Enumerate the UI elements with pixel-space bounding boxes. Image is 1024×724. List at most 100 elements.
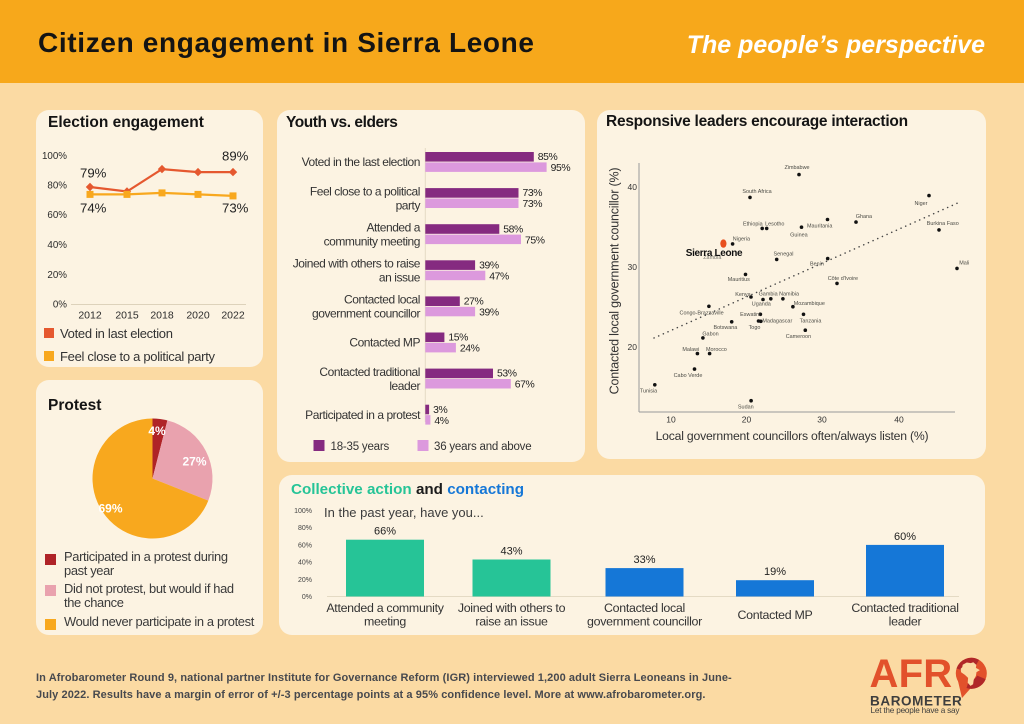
svg-text:Contacted local: Contacted local (604, 601, 685, 615)
svg-text:40: 40 (628, 182, 638, 192)
svg-text:85%: 85% (538, 152, 558, 163)
svg-text:40: 40 (894, 415, 904, 425)
svg-text:meeting: meeting (364, 615, 406, 629)
svg-text:36 years and above: 36 years and above (434, 441, 531, 453)
svg-text:Togo: Togo (749, 325, 761, 331)
svg-text:2022: 2022 (221, 310, 245, 322)
svg-text:60%: 60% (298, 542, 312, 549)
svg-text:0%: 0% (53, 300, 67, 311)
svg-text:Cameroon: Cameroon (786, 334, 811, 340)
svg-text:75%: 75% (525, 235, 545, 246)
svg-text:3%: 3% (433, 405, 447, 416)
svg-text:Contacted local: Contacted local (344, 293, 420, 307)
svg-text:69%: 69% (98, 502, 122, 516)
svg-text:27%: 27% (464, 297, 484, 308)
svg-text:Côte d'Ivoire: Côte d'Ivoire (828, 276, 858, 282)
svg-text:Participated in a protest: Participated in a protest (305, 408, 421, 422)
svg-text:33%: 33% (633, 554, 655, 566)
svg-text:40%: 40% (47, 240, 67, 251)
svg-text:47%: 47% (489, 271, 509, 282)
svg-text:Burkina Faso: Burkina Faso (927, 221, 959, 227)
svg-text:Kenya: Kenya (735, 292, 751, 298)
svg-text:2012: 2012 (78, 310, 102, 322)
svg-text:79%: 79% (80, 166, 107, 181)
svg-text:Voted in the last election: Voted in the last election (302, 155, 420, 169)
svg-text:Ghana: Ghana (856, 214, 873, 220)
svg-text:20%: 20% (47, 270, 67, 281)
svg-text:Attended a community: Attended a community (326, 601, 444, 615)
svg-text:BAROMETER: BAROMETER (870, 694, 962, 709)
svg-text:Namibia: Namibia (779, 291, 800, 297)
svg-text:100%: 100% (294, 508, 312, 515)
svg-text:40%: 40% (298, 560, 312, 567)
svg-text:Gabon: Gabon (702, 332, 718, 338)
svg-text:80%: 80% (298, 525, 312, 532)
svg-text:Guinea: Guinea (790, 232, 809, 238)
svg-text:58%: 58% (503, 224, 523, 235)
svg-text:Lesotho: Lesotho (765, 221, 784, 227)
svg-text:Let the people have a say: Let the people have a say (871, 706, 961, 715)
svg-text:Nigeria: Nigeria (733, 237, 751, 243)
svg-text:89%: 89% (222, 149, 249, 164)
svg-text:government councillor: government councillor (312, 307, 420, 321)
svg-text:Mauritius: Mauritius (728, 277, 750, 283)
svg-text:18-35 years: 18-35 years (331, 441, 390, 453)
svg-text:Contacted traditional: Contacted traditional (851, 601, 958, 615)
svg-text:Madagascar: Madagascar (762, 318, 792, 324)
svg-text:Morocco: Morocco (706, 347, 727, 353)
svg-text:73%: 73% (523, 188, 543, 199)
svg-text:Zambia: Zambia (703, 255, 722, 261)
svg-text:Local government councillors o: Local government councillors often/alway… (656, 429, 929, 443)
svg-text:Congo-Brazzaville: Congo-Brazzaville (680, 310, 724, 316)
svg-text:Mozambique: Mozambique (794, 301, 825, 307)
svg-text:100%: 100% (42, 151, 67, 162)
svg-text:Joined with others to raise: Joined with others to raise (293, 257, 421, 271)
svg-text:Contacted MP: Contacted MP (738, 608, 813, 622)
svg-text:Botswana: Botswana (713, 325, 738, 331)
svg-text:Ethiopia: Ethiopia (743, 221, 764, 227)
svg-text:Sierra Leone: Sierra Leone (686, 248, 743, 259)
svg-text:Sudan: Sudan (738, 404, 754, 410)
svg-text:30: 30 (817, 415, 827, 425)
svg-text:Eswatini: Eswatini (740, 312, 760, 318)
svg-text:4%: 4% (148, 424, 166, 438)
svg-text:24%: 24% (460, 344, 480, 355)
svg-text:Mauritania: Mauritania (807, 224, 833, 230)
svg-text:community meeting: community meeting (324, 234, 420, 248)
svg-text:20: 20 (628, 342, 638, 352)
svg-text:66%: 66% (374, 526, 396, 538)
svg-text:raise an issue: raise an issue (475, 615, 548, 629)
svg-text:Gambia: Gambia (759, 291, 779, 297)
svg-text:27%: 27% (182, 455, 206, 469)
svg-text:20%: 20% (298, 577, 312, 584)
svg-text:party: party (396, 198, 421, 212)
svg-text:Contacted traditional: Contacted traditional (319, 365, 420, 379)
svg-text:Contacted MP: Contacted MP (349, 336, 420, 350)
svg-text:Contacted local government cou: Contacted local government councillor (%… (608, 168, 622, 395)
svg-text:2020: 2020 (186, 310, 210, 322)
svg-text:leader: leader (889, 615, 922, 629)
svg-text:43%: 43% (500, 546, 522, 558)
svg-text:95%: 95% (551, 163, 571, 174)
svg-text:an issue: an issue (379, 271, 421, 285)
svg-text:74%: 74% (80, 201, 107, 216)
svg-text:4%: 4% (434, 416, 448, 427)
svg-text:Tanzania: Tanzania (800, 318, 823, 324)
svg-text:Uganda: Uganda (752, 302, 772, 308)
svg-text:67%: 67% (515, 380, 535, 391)
svg-text:73%: 73% (523, 199, 543, 210)
svg-text:government councillor: government councillor (587, 615, 702, 629)
svg-text:73%: 73% (222, 201, 249, 216)
svg-text:Mali: Mali (959, 261, 969, 267)
svg-text:2018: 2018 (150, 310, 174, 322)
svg-text:53%: 53% (497, 369, 517, 380)
svg-text:15%: 15% (448, 333, 468, 344)
svg-text:60%: 60% (47, 210, 67, 221)
svg-text:Feel close to a political: Feel close to a political (310, 184, 420, 198)
svg-text:South Africa: South Africa (742, 189, 772, 195)
svg-text:Joined with others to: Joined with others to (458, 601, 566, 615)
svg-text:Niger: Niger (915, 201, 928, 207)
svg-text:39%: 39% (479, 308, 499, 319)
svg-text:Senegal: Senegal (774, 251, 794, 257)
svg-text:Benin: Benin (810, 262, 824, 268)
